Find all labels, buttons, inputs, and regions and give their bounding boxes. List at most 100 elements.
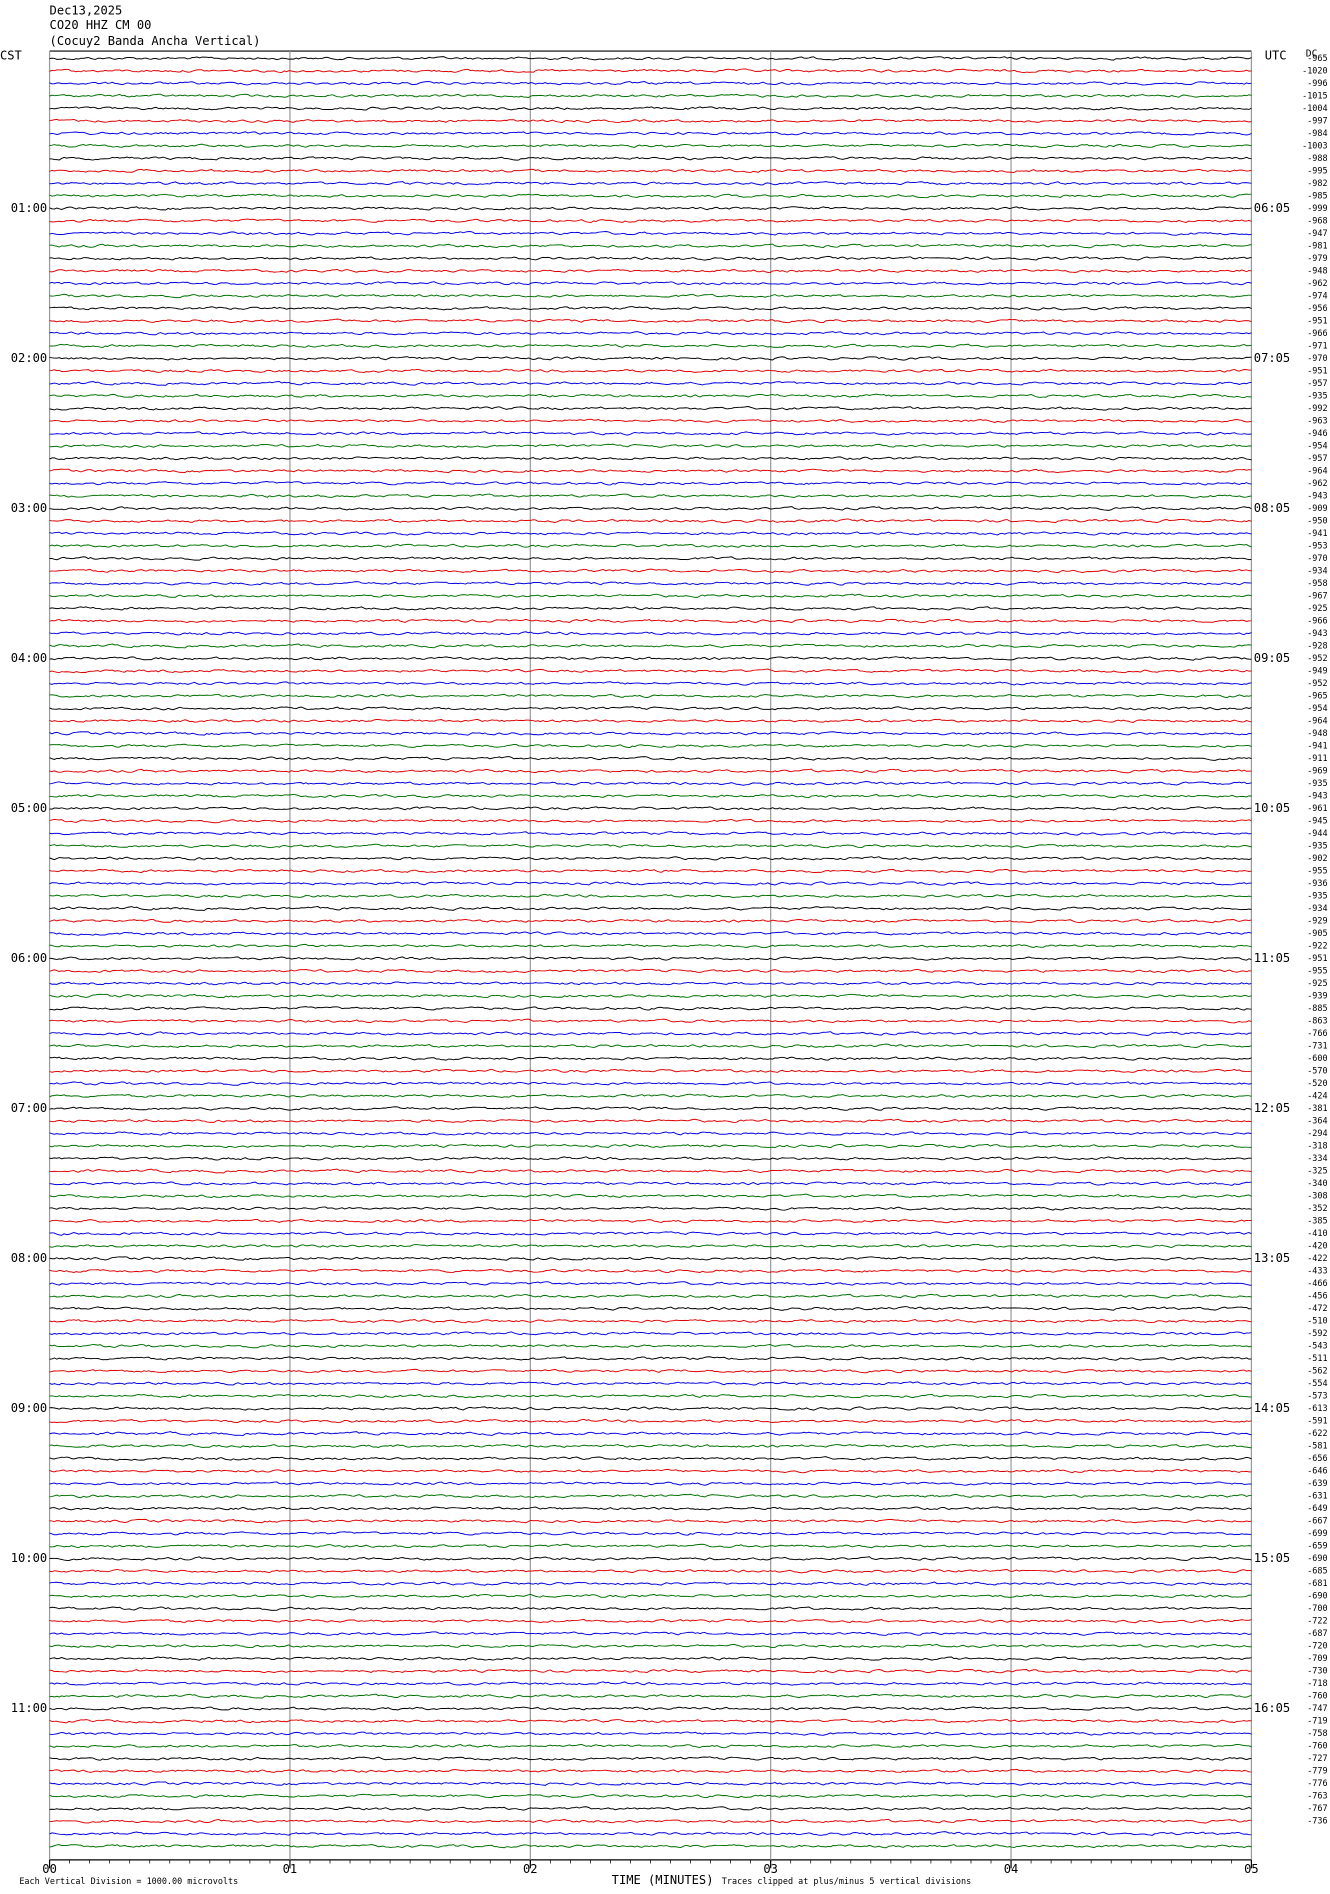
trace-offset: -466 <box>1307 1278 1327 1288</box>
trace-offset: -667 <box>1307 1516 1327 1526</box>
utc-hour-label: 15:05 <box>1254 1551 1290 1565</box>
trace <box>49 181 1252 186</box>
trace <box>49 1218 1252 1224</box>
trace-offset: -956 <box>1307 303 1327 313</box>
trace-offset: -968 <box>1307 215 1327 225</box>
trace <box>49 981 1252 986</box>
trace-offset: -659 <box>1307 1541 1327 1551</box>
trace-offset: -730 <box>1307 1666 1327 1676</box>
trace-offset: -934 <box>1307 903 1327 913</box>
x-tick-label: 01 <box>283 1862 298 1876</box>
trace <box>49 493 1252 499</box>
trace <box>49 380 1252 386</box>
footer-right: Traces clipped at plus/minus 5 vertical … <box>722 1876 971 1886</box>
utc-hour-label: 08:05 <box>1254 501 1290 515</box>
trace <box>49 268 1252 274</box>
trace <box>49 631 1252 636</box>
trace-offset: -948 <box>1307 728 1327 738</box>
trace <box>49 1306 1252 1311</box>
trace-offset: -982 <box>1307 178 1327 188</box>
cst-hour-label: 08:00 <box>11 1251 47 1265</box>
trace-offset: -760 <box>1307 1691 1327 1701</box>
trace <box>49 618 1252 624</box>
trace <box>49 1406 1252 1411</box>
trace-offset: -700 <box>1307 1603 1327 1613</box>
trace <box>49 1318 1252 1324</box>
trace <box>49 368 1252 373</box>
trace <box>49 1043 1252 1049</box>
trace <box>49 306 1252 311</box>
trace-offset: -999 <box>1307 203 1327 213</box>
trace <box>49 931 1252 936</box>
trace-offset: -581 <box>1307 1441 1327 1451</box>
trace-offset: -364 <box>1307 1115 1327 1125</box>
cst-hour-label: 06:00 <box>11 951 47 965</box>
trace <box>49 1506 1252 1511</box>
left-axis-label: CST <box>0 48 22 62</box>
trace-offset: -639 <box>1307 1478 1327 1488</box>
trace-offset: -970 <box>1307 353 1327 363</box>
trace <box>49 106 1252 111</box>
trace <box>49 143 1252 149</box>
trace-offset: -964 <box>1307 715 1327 725</box>
cst-hour-label: 02:00 <box>11 351 47 365</box>
trace <box>49 131 1252 136</box>
utc-hour-label: 06:05 <box>1254 201 1290 215</box>
trace-offset: -935 <box>1307 840 1327 850</box>
trace <box>49 168 1252 173</box>
trace <box>49 68 1252 74</box>
trace <box>49 1731 1252 1736</box>
trace-offset: -988 <box>1307 153 1327 163</box>
cst-hour-label: 01:00 <box>11 201 47 215</box>
trace-offset: -957 <box>1307 378 1327 388</box>
trace <box>49 593 1252 598</box>
x-tick-label: 04 <box>1004 1862 1019 1876</box>
trace <box>49 1018 1252 1024</box>
trace-offset: -965 <box>1307 53 1327 63</box>
trace-offset: -928 <box>1307 640 1327 650</box>
trace-offset: -543 <box>1307 1341 1327 1351</box>
trace <box>49 1468 1252 1474</box>
trace-offset: -954 <box>1307 440 1327 450</box>
trace-offset: -952 <box>1307 653 1327 663</box>
trace-offset: -456 <box>1307 1291 1327 1301</box>
trace-offset: -885 <box>1307 1003 1327 1013</box>
trace <box>49 1618 1252 1624</box>
trace-offset: -979 <box>1307 253 1327 263</box>
trace-offset: -424 <box>1307 1090 1327 1100</box>
trace-offset: -981 <box>1307 240 1327 250</box>
trace <box>49 806 1252 811</box>
trace <box>49 1593 1252 1599</box>
trace <box>49 643 1252 649</box>
trace <box>49 1818 1252 1824</box>
utc-hour-label: 07:05 <box>1254 351 1290 365</box>
trace-offset: -957 <box>1307 453 1327 463</box>
trace <box>49 231 1252 236</box>
trace-offset: -929 <box>1307 915 1327 925</box>
trace-offset: -905 <box>1307 928 1327 938</box>
trace-offset: -719 <box>1307 1716 1327 1726</box>
trace <box>49 1656 1252 1661</box>
trace <box>49 868 1252 874</box>
trace-offset: -727 <box>1307 1753 1327 1763</box>
trace-offset: -352 <box>1307 1203 1327 1213</box>
trace <box>49 1293 1252 1299</box>
trace-offset: -943 <box>1307 790 1327 800</box>
trace-offset: -967 <box>1307 590 1327 600</box>
trace-offset: -385 <box>1307 1216 1327 1226</box>
trace-offset: -334 <box>1307 1153 1327 1163</box>
trace-offset: -763 <box>1307 1791 1327 1801</box>
trace-offset: -946 <box>1307 428 1327 438</box>
trace <box>49 943 1252 949</box>
trace <box>49 831 1252 836</box>
trace <box>49 1356 1252 1361</box>
trace-offset: -936 <box>1307 878 1327 888</box>
trace <box>49 1843 1252 1849</box>
trace <box>49 118 1252 124</box>
cst-hour-label: 11:00 <box>11 1701 47 1715</box>
trace-offset: -520 <box>1307 1078 1327 1088</box>
trace-offset: -984 <box>1307 128 1327 138</box>
trace-offset: -1003 <box>1302 140 1327 150</box>
trace-offset: -955 <box>1307 965 1327 975</box>
